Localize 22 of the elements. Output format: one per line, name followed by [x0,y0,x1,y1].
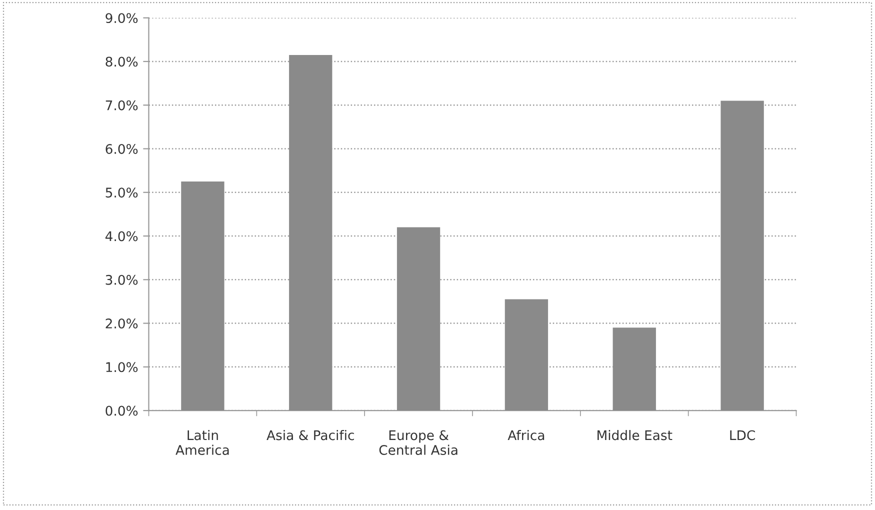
y-tick-label: 3.0% [106,274,138,285]
bar [181,181,224,411]
x-tick-label: Africa [508,430,544,440]
bar [289,54,332,411]
y-tick-label: 4.0% [105,231,138,242]
x-tick-label: Asia & Pacific [266,430,354,440]
y-tick-label: 0.0% [106,406,138,416]
x-tick-label: Latin America [176,430,229,455]
x-tick-label: Europe & Central Asia [379,430,458,455]
y-tick-label: 8.0% [106,56,138,67]
x-tick-label: Middle East [598,430,672,440]
y-tick-label: 5.0% [106,188,138,198]
y-tick-label: 2.0% [106,318,138,328]
bar [396,227,440,411]
y-tick-label: 1.0% [106,362,138,372]
bar [720,100,764,411]
bar [504,299,548,411]
bar [612,328,656,411]
y-tick-label: 6.0% [106,144,138,154]
x-tick-label: LDC [730,430,755,440]
y-tick-label: 9.0% [106,13,138,24]
y-tick-label: 7.0% [106,100,138,110]
